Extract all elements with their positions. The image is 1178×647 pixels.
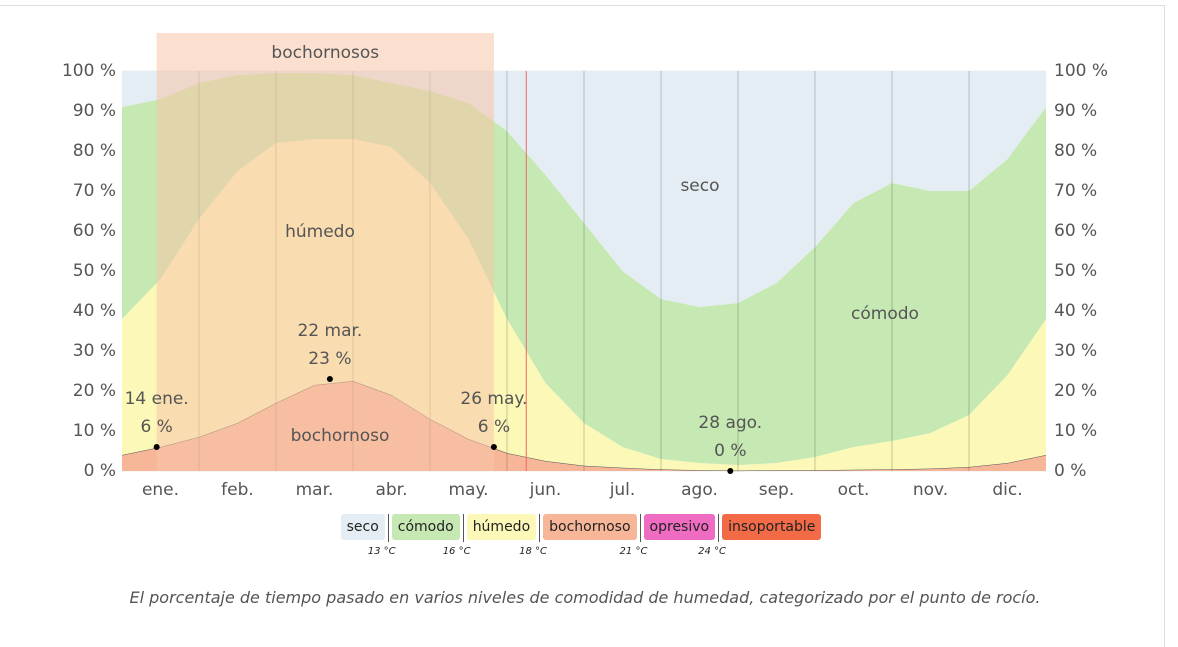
y-tick-label: 0 % — [84, 461, 116, 481]
y2-tick-label: 30 % — [1054, 341, 1097, 361]
y-tick-label: 90 % — [73, 101, 116, 121]
threshold-label: 21 °C — [619, 546, 648, 557]
y-tick-label: 30 % — [73, 341, 116, 361]
x-tick-label: abr. — [375, 480, 407, 500]
x-tick-label: feb. — [221, 480, 254, 500]
x-tick-label: ene. — [142, 480, 179, 500]
y-tick-label: 50 % — [73, 261, 116, 281]
annotation-date: 26 may. — [460, 389, 527, 409]
annotation-point — [153, 444, 160, 450]
legend-separator: 16 °C — [443, 514, 471, 557]
x-tick-label: dic. — [992, 480, 1022, 500]
legend-separator: 21 °C — [620, 514, 647, 557]
highlight-band — [156, 33, 494, 471]
y2-tick-label: 90 % — [1054, 101, 1097, 121]
legend-item: bochornoso — [543, 514, 637, 540]
chart: bochornosos seco cómodo húmedo bochornoso 0 %… — [62, 33, 1108, 500]
y-tick-label: 10 % — [73, 421, 116, 441]
area-label: húmedo — [285, 222, 355, 242]
legend-separator: 13 °C — [368, 514, 396, 557]
annotation-point — [326, 376, 333, 382]
y-tick-label: 100 % — [62, 61, 116, 81]
legend-item: opresivo — [643, 514, 716, 540]
threshold-label: 24 °C — [698, 546, 726, 557]
legend-item: cómodo — [391, 514, 460, 540]
legend-separator: 24 °C — [698, 514, 726, 557]
x-tick-label: jul. — [609, 480, 636, 500]
annotation-value: 0 % — [714, 441, 746, 461]
y-tick-label: 60 % — [73, 221, 116, 241]
y2-tick-label: 20 % — [1054, 381, 1097, 401]
y-tick-label: 40 % — [73, 301, 116, 321]
y2-tick-label: 40 % — [1054, 301, 1097, 321]
legend-separator: 18 °C — [519, 514, 547, 557]
area-label: bochornoso — [291, 426, 390, 446]
y-tick-label: 20 % — [73, 381, 116, 401]
legend: seco 13 °C cómodo 16 °C húmedo 18 °C bochornos… — [0, 514, 1170, 557]
annotation-value: 6 % — [478, 417, 510, 437]
x-tick-label: oct. — [838, 480, 870, 500]
annotation-date: 14 ene. — [125, 389, 189, 409]
annotation-value: 23 % — [308, 349, 351, 369]
legend-item: húmedo — [466, 514, 537, 540]
y2-tick-label: 0 % — [1054, 461, 1086, 481]
caption: El porcentaje de tiempo pasado en varios… — [129, 588, 1041, 607]
legend-item: insoportable — [722, 514, 822, 540]
area-label: cómodo — [851, 304, 919, 324]
y2-tick-label: 100 % — [1054, 61, 1108, 81]
x-tick-label: jun. — [529, 480, 562, 500]
y-tick-label: 80 % — [73, 141, 116, 161]
annotation-value: 6 % — [140, 417, 172, 437]
legend-item: seco — [340, 514, 385, 540]
threshold-label: 18 °C — [519, 546, 548, 557]
x-tick-label: nov. — [913, 480, 948, 500]
y-tick-label: 70 % — [73, 181, 116, 201]
area — [122, 73, 1046, 465]
y2-tick-label: 70 % — [1054, 181, 1097, 201]
area — [122, 71, 1046, 307]
y2-tick-label: 80 % — [1054, 141, 1097, 161]
annotation-point — [727, 468, 734, 474]
annotation-date: 28 ago. — [698, 413, 762, 433]
threshold-label: 16 °C — [442, 546, 471, 557]
x-tick-label: sep. — [759, 480, 795, 500]
highlight-label: bochornosos — [271, 43, 379, 63]
y2-tick-label: 10 % — [1054, 421, 1097, 441]
threshold-label: 13 °C — [367, 546, 396, 557]
annotation-point — [490, 444, 497, 450]
y2-tick-label: 60 % — [1054, 221, 1097, 241]
frame — [0, 5, 1165, 647]
x-tick-label: mar. — [296, 480, 334, 500]
y2-tick-label: 50 % — [1054, 261, 1097, 281]
x-tick-label: ago. — [681, 480, 718, 500]
x-tick-label: may. — [448, 480, 488, 500]
area-label: seco — [680, 176, 719, 196]
annotation-date: 22 mar. — [297, 321, 362, 341]
